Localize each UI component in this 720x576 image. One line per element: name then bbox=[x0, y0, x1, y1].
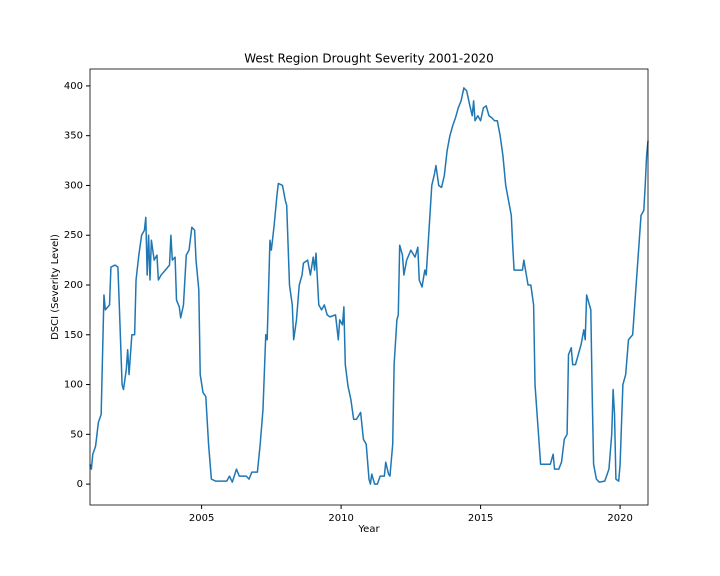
y-tick-label: 50 bbox=[70, 429, 83, 440]
chart-title: West Region Drought Severity 2001-2020 bbox=[244, 52, 494, 66]
plot-frame bbox=[89, 68, 649, 506]
x-tick-label: 2015 bbox=[468, 513, 493, 524]
y-axis-label: DSCI (Severity Level) bbox=[50, 234, 61, 340]
data-line bbox=[89, 87, 649, 485]
x-tick-label: 2005 bbox=[189, 513, 214, 524]
y-tick-label: 0 bbox=[77, 479, 83, 490]
y-tick-label: 200 bbox=[64, 280, 83, 291]
x-tick-label: 2010 bbox=[328, 513, 353, 524]
x-axis-label: Year bbox=[357, 524, 380, 535]
x-tick-label: 2020 bbox=[607, 513, 632, 524]
y-tick-label: 400 bbox=[64, 81, 83, 92]
y-tick-label: 100 bbox=[64, 380, 83, 391]
y-tick-label: 300 bbox=[64, 180, 83, 191]
y-tick-label: 350 bbox=[64, 131, 83, 142]
y-tick-label: 250 bbox=[64, 230, 83, 241]
y-tick-label: 150 bbox=[64, 330, 83, 341]
